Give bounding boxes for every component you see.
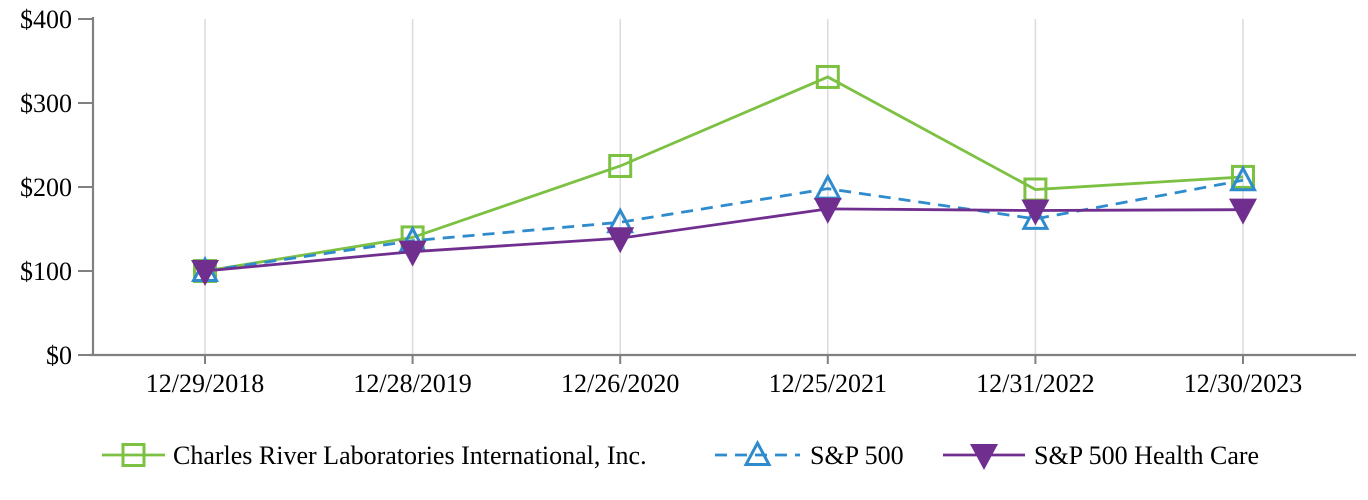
filled-triangle-marker	[191, 260, 219, 286]
filled-triangle-marker	[970, 444, 998, 470]
series-line-1	[204, 178, 1244, 273]
filled-triangle-marker	[606, 227, 635, 254]
x-tick-label: 12/30/2023	[1184, 369, 1302, 398]
y-tick-label: $200	[20, 173, 72, 202]
x-tick-label: 12/26/2020	[561, 369, 679, 398]
x-tick-label: 12/29/2018	[146, 369, 264, 398]
y-tick-label: $300	[20, 89, 72, 118]
open-triangle-marker	[743, 439, 772, 466]
filled-triangle-marker	[1021, 199, 1050, 226]
x-tick-label: 12/28/2019	[353, 369, 471, 398]
y-tick-label: $100	[20, 257, 72, 286]
legend-label: Charles River Laboratories International…	[173, 441, 647, 470]
filled-triangle-marker	[1229, 198, 1257, 225]
series-line-0	[204, 75, 1244, 273]
open-triangle-marker	[1228, 165, 1258, 192]
x-tick-label: 12/25/2021	[769, 369, 887, 398]
legend-label: S&P 500	[810, 441, 904, 470]
open-square-marker	[815, 64, 840, 89]
series-line-2	[204, 207, 1244, 273]
y-tick-label: $400	[20, 5, 72, 34]
open-triangle-marker	[1021, 203, 1050, 230]
open-square-marker	[608, 154, 633, 178]
filled-triangle-marker	[813, 197, 842, 224]
legend-label: S&P 500 Health Care	[1034, 441, 1259, 470]
open-square-marker	[121, 443, 146, 467]
filled-triangle-marker	[398, 240, 427, 267]
y-tick-label: $0	[46, 341, 72, 370]
x-tick-label: 12/31/2022	[976, 369, 1094, 398]
